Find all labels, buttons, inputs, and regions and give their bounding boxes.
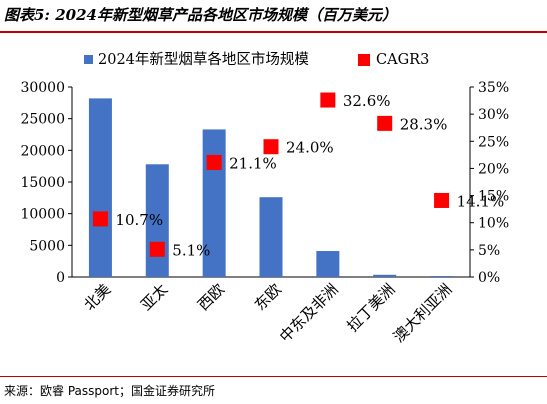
y-left-tick-label: 5000 — [29, 238, 65, 254]
y-right-tick-label: 5% — [478, 243, 500, 259]
bar — [430, 276, 454, 277]
y-right-tick-label: 35% — [478, 80, 509, 96]
chart-title: 图表5: 2024年新型烟草产品各地区市场规模（百万美元） — [4, 6, 397, 24]
source-divider — [0, 376, 547, 377]
cagr-marker — [434, 192, 450, 208]
cagr-marker — [263, 139, 279, 155]
bar — [259, 197, 283, 277]
cagr-marker — [377, 115, 393, 131]
cagr-data-label: 32.6% — [343, 92, 391, 110]
bar — [88, 98, 112, 278]
bar — [373, 274, 397, 277]
y-right-tick-label: 30% — [478, 107, 509, 123]
cagr-marker — [320, 92, 336, 108]
cagr-data-label: 21.1% — [229, 154, 277, 172]
x-tick-label: 西欧 — [194, 280, 228, 314]
bar — [316, 251, 340, 277]
y-left-tick-label: 30000 — [20, 80, 65, 96]
legend-swatch-bar — [84, 55, 93, 64]
cagr-data-label: 5.1% — [172, 241, 210, 259]
x-tick-label: 东欧 — [251, 280, 285, 314]
y-right-tick-label: 15% — [478, 189, 509, 205]
cagr-marker — [92, 211, 108, 227]
cagr-data-label: 28.3% — [400, 115, 448, 133]
y-left-tick-label: 10000 — [20, 207, 65, 223]
cagr-marker — [149, 241, 165, 257]
legend-label-marker: CAGR3 — [376, 52, 429, 68]
y-left-tick-label: 20000 — [20, 143, 65, 159]
y-right-tick-label: 25% — [478, 134, 509, 150]
cagr-data-label: 24.0% — [286, 139, 334, 157]
y-left-tick-label: 15000 — [20, 175, 65, 191]
x-tick-label: 澳大利亚洲 — [390, 280, 456, 346]
x-tick-label: 中东及非洲 — [276, 280, 342, 346]
cagr-marker — [206, 154, 222, 170]
title-divider — [0, 31, 547, 33]
chart-source: 来源：欧睿 Passport；国金证券研究所 — [4, 384, 215, 398]
chart-title-area: 图表5: 2024年新型烟草产品各地区市场规模（百万美元） — [0, 0, 547, 34]
legend-label-bar: 2024年新型烟草各地区市场规模 — [98, 51, 309, 68]
cagr-data-label: 10.7% — [115, 211, 163, 229]
y-left-tick-label: 25000 — [20, 112, 65, 128]
y-right-tick-label: 10% — [478, 216, 509, 232]
x-tick-label: 北美 — [80, 280, 114, 314]
y-right-tick-label: 20% — [478, 161, 509, 177]
legend-swatch-marker — [358, 54, 370, 66]
x-tick-label: 拉丁美洲 — [343, 280, 398, 335]
y-left-tick-label: 0 — [56, 270, 65, 286]
x-tick-label: 亚太 — [137, 280, 171, 314]
y-right-tick-label: 0% — [478, 270, 500, 286]
cagr-data-label: 14.1% — [457, 192, 505, 210]
